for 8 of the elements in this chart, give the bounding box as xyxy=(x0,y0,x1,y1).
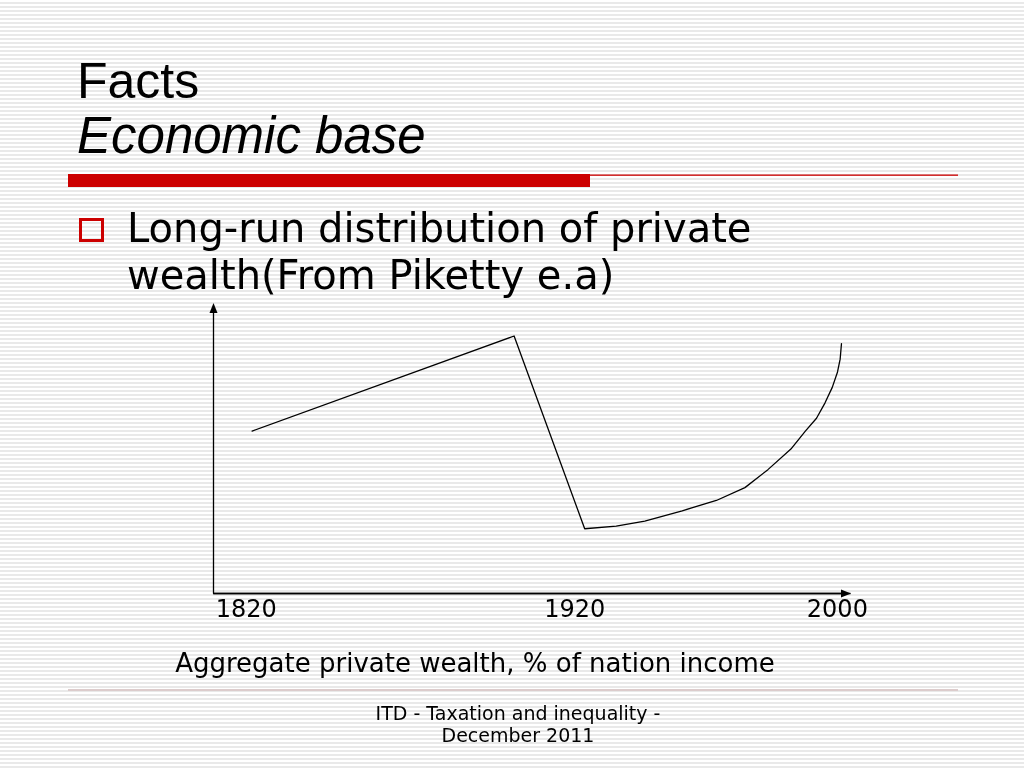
text: Long-run distribution of private wealth(From Piketty e.a) xyxy=(127,205,753,299)
text: Aggregate private wealth, % of nation income xyxy=(174,648,776,678)
x-tick-label: 2000 xyxy=(806,594,868,623)
text: ITD - Taxation and inequality - December 2011 xyxy=(374,702,662,746)
chart-title: Facts xyxy=(77,53,200,109)
chart-subtitle: Economic base xyxy=(77,107,426,164)
x-tick-label: 1920 xyxy=(544,594,606,623)
x-tick-label: 1820 xyxy=(215,594,277,623)
